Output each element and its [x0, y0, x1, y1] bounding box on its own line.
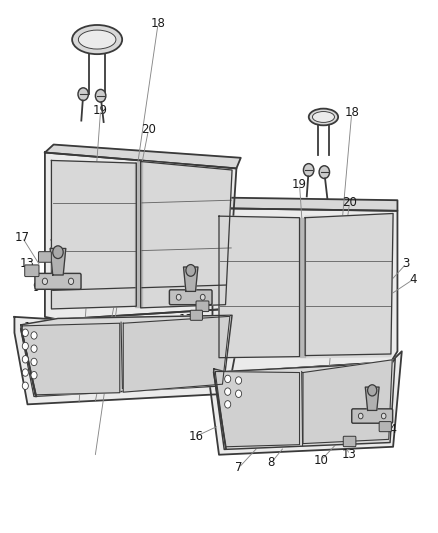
Text: 13: 13 — [19, 257, 34, 270]
Polygon shape — [50, 248, 66, 275]
Polygon shape — [141, 161, 232, 308]
Circle shape — [186, 264, 195, 276]
Circle shape — [42, 278, 47, 285]
Text: 16: 16 — [189, 430, 204, 443]
Polygon shape — [305, 214, 393, 356]
Text: 2: 2 — [228, 236, 236, 249]
Text: 11: 11 — [183, 279, 198, 292]
Text: 20: 20 — [141, 123, 156, 136]
Polygon shape — [212, 208, 397, 373]
Polygon shape — [215, 372, 300, 447]
Circle shape — [68, 278, 74, 285]
Polygon shape — [219, 216, 300, 358]
Text: 17: 17 — [15, 231, 30, 244]
Ellipse shape — [72, 25, 122, 54]
Text: 15: 15 — [24, 321, 39, 334]
Text: 4: 4 — [409, 273, 417, 286]
Circle shape — [358, 413, 363, 419]
Text: 12: 12 — [236, 271, 251, 284]
FancyBboxPatch shape — [25, 265, 39, 277]
Polygon shape — [300, 217, 305, 357]
Circle shape — [319, 166, 329, 179]
FancyBboxPatch shape — [196, 301, 209, 312]
Polygon shape — [184, 267, 198, 292]
Circle shape — [177, 294, 181, 300]
Text: 14: 14 — [382, 423, 398, 437]
FancyBboxPatch shape — [343, 437, 356, 447]
FancyBboxPatch shape — [379, 422, 391, 432]
Text: 9: 9 — [32, 281, 40, 294]
Text: 6: 6 — [150, 345, 158, 358]
Circle shape — [304, 164, 314, 176]
Polygon shape — [214, 358, 395, 449]
Circle shape — [95, 90, 106, 102]
Circle shape — [381, 413, 386, 419]
FancyBboxPatch shape — [39, 252, 51, 262]
Text: 19: 19 — [292, 178, 307, 191]
Text: 13: 13 — [342, 448, 357, 461]
Circle shape — [31, 358, 37, 366]
Polygon shape — [305, 216, 393, 358]
Circle shape — [31, 332, 37, 339]
FancyBboxPatch shape — [35, 273, 81, 289]
Circle shape — [53, 246, 63, 259]
Circle shape — [22, 382, 28, 390]
Text: 20: 20 — [342, 196, 357, 209]
Text: 5: 5 — [133, 350, 140, 363]
Text: 14: 14 — [48, 238, 64, 251]
Text: 18: 18 — [344, 106, 359, 119]
Circle shape — [22, 356, 28, 363]
Text: 19: 19 — [93, 103, 108, 117]
Text: 8: 8 — [268, 456, 275, 469]
Polygon shape — [45, 144, 241, 168]
Text: 1: 1 — [246, 220, 253, 233]
Text: 18: 18 — [151, 17, 166, 30]
Polygon shape — [208, 351, 402, 455]
Polygon shape — [22, 323, 120, 395]
Polygon shape — [21, 316, 232, 397]
Circle shape — [225, 401, 231, 408]
Circle shape — [225, 375, 231, 383]
Polygon shape — [212, 198, 397, 211]
Polygon shape — [123, 317, 230, 392]
Ellipse shape — [78, 30, 116, 49]
Polygon shape — [14, 309, 241, 405]
Circle shape — [236, 377, 242, 384]
Circle shape — [22, 329, 28, 336]
Circle shape — [225, 388, 231, 395]
Ellipse shape — [309, 109, 338, 125]
Polygon shape — [51, 160, 136, 309]
Text: 10: 10 — [314, 454, 328, 466]
Circle shape — [78, 88, 88, 101]
FancyBboxPatch shape — [190, 310, 202, 320]
Text: 3: 3 — [403, 257, 410, 270]
Text: 17: 17 — [366, 374, 381, 387]
Text: 7: 7 — [235, 462, 242, 474]
Polygon shape — [45, 152, 237, 319]
Polygon shape — [365, 387, 379, 410]
Polygon shape — [303, 360, 392, 443]
Circle shape — [22, 342, 28, 350]
FancyBboxPatch shape — [170, 290, 212, 305]
Circle shape — [236, 390, 242, 398]
Text: 14: 14 — [203, 284, 218, 297]
Polygon shape — [135, 161, 141, 307]
Text: 13: 13 — [179, 313, 194, 326]
Circle shape — [31, 372, 37, 379]
Circle shape — [31, 345, 37, 352]
Circle shape — [22, 369, 28, 376]
Ellipse shape — [312, 111, 335, 123]
FancyBboxPatch shape — [352, 409, 392, 423]
Circle shape — [200, 294, 205, 300]
Circle shape — [367, 385, 377, 396]
